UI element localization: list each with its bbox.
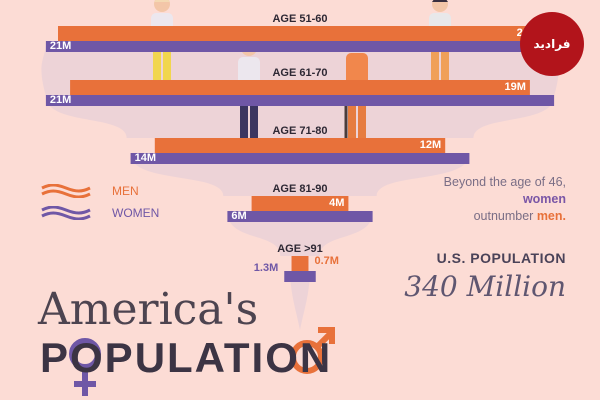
- men-bar: [70, 80, 530, 95]
- flow-shape: [227, 212, 373, 256]
- women-bar: [130, 153, 470, 164]
- men-bar: [251, 196, 349, 211]
- note-text-before: Beyond the age of 46,: [443, 175, 566, 189]
- age-group-label: AGE >91: [277, 243, 323, 255]
- men-value-label: 19M: [504, 81, 526, 93]
- women-value-label: 21M: [49, 40, 72, 52]
- age-group-label: AGE 81-90: [272, 183, 328, 195]
- note-text-mid: outnumber: [473, 209, 534, 223]
- women-bar: [45, 41, 555, 52]
- gender-symbols: [69, 327, 335, 396]
- title-line-2: POPULATION: [40, 334, 333, 381]
- logo-text: فرادید: [533, 37, 571, 51]
- bars: [45, 26, 555, 282]
- population-value: 340 Million: [404, 270, 566, 303]
- men-value-label: 0.7M: [314, 255, 339, 267]
- note-women: women: [522, 192, 566, 206]
- women-bar: [227, 211, 373, 222]
- title-line-1: America's: [38, 284, 259, 335]
- men-bar: [154, 138, 446, 153]
- age-group-label: AGE 71-80: [272, 125, 328, 137]
- women-wave-icon: [41, 206, 91, 220]
- men-bar: [291, 256, 309, 271]
- annotation-note: Beyond the age of 46, women outnumber me…: [416, 174, 566, 225]
- female-symbol-icon: [69, 338, 101, 370]
- note-men: men.: [536, 209, 566, 223]
- flow-shape: [45, 96, 555, 138]
- population-label: U.S. POPULATION: [436, 250, 566, 266]
- women-value-label: 6M: [231, 210, 247, 222]
- age-group-label: AGE 51-60: [272, 13, 328, 25]
- legend-women-label: WOMEN: [112, 206, 160, 220]
- women-bar: [45, 95, 555, 106]
- flow-shape: [290, 276, 310, 330]
- male-symbol-arrow: [314, 331, 333, 350]
- brand-logo: فرادید: [520, 12, 584, 76]
- flow-shape: [130, 154, 470, 196]
- men-value-label: 12M: [419, 139, 442, 151]
- men-bar: [58, 26, 542, 41]
- male-symbol-arrowhead: [318, 327, 335, 344]
- age-group-label: AGE 61-70: [272, 67, 328, 79]
- male-symbol-icon: [290, 340, 324, 374]
- women-value-label: 1.3M: [253, 262, 279, 274]
- men-wave-icon: [41, 184, 91, 198]
- women-bar: [284, 271, 316, 282]
- men-value-label: 4M: [329, 197, 345, 209]
- women-value-label: 14M: [134, 152, 156, 164]
- legend-men-label: MEN: [112, 184, 139, 198]
- women-value-label: 21M: [49, 94, 72, 106]
